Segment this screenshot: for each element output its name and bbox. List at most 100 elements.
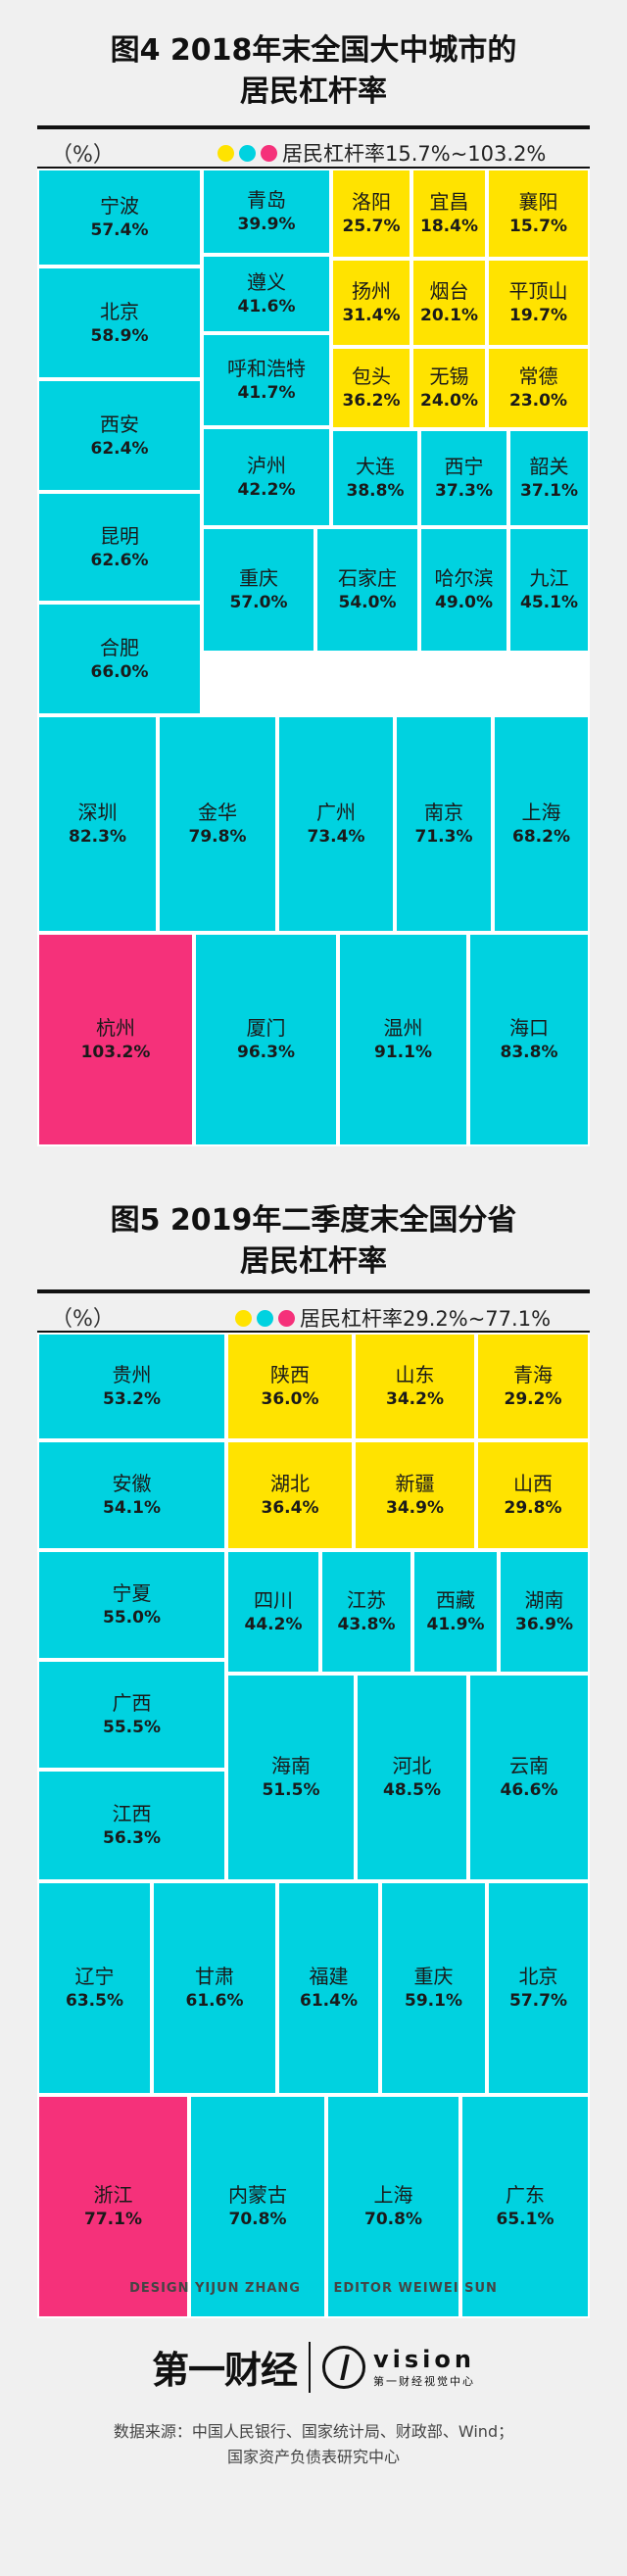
cell-name-label: 江西 — [112, 1802, 152, 1825]
treemap-cell: 上海 70.8% — [326, 2095, 460, 2318]
cell-name-label: 甘肃 — [195, 1965, 234, 1988]
treemap-cell: 扬州 31.4% — [331, 259, 411, 347]
treemap-cell: 遵义 41.6% — [202, 255, 331, 333]
treemap-cell: 宁波 57.4% — [37, 169, 202, 267]
cell-value-label: 44.2% — [244, 1615, 303, 1634]
treemap-cell: 青岛 39.9% — [202, 169, 331, 255]
cell-name-label: 湖南 — [524, 1588, 564, 1612]
cell-value-label: 24.0% — [420, 391, 478, 411]
cell-value-label: 34.9% — [386, 1498, 444, 1518]
cell-value-label: 45.1% — [520, 593, 578, 612]
legend-pink-dot — [278, 1309, 295, 1327]
chart1-legend: 居民杠杆率15.7%~103.2% — [217, 138, 546, 168]
cell-name-label: 安徽 — [112, 1472, 152, 1495]
cell-name-label: 四川 — [254, 1588, 293, 1612]
chart2-legend: 居民杠杆率29.2%~77.1% — [235, 1303, 551, 1333]
treemap-cell: 江苏 43.8% — [320, 1550, 412, 1674]
cell-name-label: 呼和浩特 — [227, 357, 306, 380]
treemap-cell: 合肥 66.0% — [37, 603, 202, 715]
cell-name-label: 合肥 — [100, 635, 139, 659]
treemap-cell: 广州 73.4% — [277, 715, 395, 933]
cell-value-label: 70.8% — [228, 2210, 287, 2229]
treemap-cell: 韶关 37.1% — [508, 429, 590, 527]
treemap-cell: 福建 61.4% — [277, 1881, 380, 2095]
cell-value-label: 23.0% — [509, 391, 567, 411]
treemap-cell: 宜昌 18.4% — [411, 169, 487, 259]
treemap-cell: 海口 83.8% — [468, 933, 590, 1146]
cell-name-label: 重庆 — [239, 566, 278, 590]
chart2-unit-label: （%） — [51, 1307, 115, 1332]
treemap-cell: 西藏 41.9% — [412, 1550, 499, 1674]
cell-name-label: 厦门 — [246, 1016, 286, 1040]
cell-name-label: 西宁 — [444, 455, 484, 478]
cell-name-label: 湖北 — [270, 1472, 310, 1495]
treemap-cell: 呼和浩特 41.7% — [202, 333, 331, 427]
cell-name-label: 福建 — [309, 1965, 349, 1988]
treemap-cell: 平顶山 19.7% — [487, 259, 590, 347]
design-credit: DESIGN YIJUN ZHANG — [129, 2281, 301, 2296]
credits-line: DESIGN YIJUN ZHANG EDITOR WEIWEI SUN — [0, 2281, 627, 2296]
treemap-cell: 泸州 42.2% — [202, 427, 331, 527]
cell-name-label: 河北 — [392, 1754, 432, 1777]
chart2-treemap: 贵州 53.2% 安徽 54.1% 宁夏 55.0% 广西 55.5% 江西 56.3% 陕西 36.… — [37, 1333, 590, 2318]
cell-name-label: 广东 — [506, 2183, 545, 2207]
chart1-sub-rule — [37, 167, 590, 169]
chart2-sub-rule — [37, 1331, 590, 1333]
treemap-cell: 四川 44.2% — [226, 1550, 320, 1674]
cell-name-label: 青海 — [513, 1363, 553, 1386]
cell-value-label: 54.1% — [103, 1498, 161, 1518]
cell-name-label: 烟台 — [429, 279, 469, 303]
treemap-cell: 无锡 24.0% — [411, 347, 487, 429]
cell-value-label: 73.4% — [307, 827, 365, 847]
treemap-cell: 辽宁 63.5% — [37, 1881, 152, 2095]
chart1-treemap: 宁波 57.4% 北京 58.9% 西安 62.4% 昆明 62.6% 合肥 66.0% 青岛 39.… — [37, 169, 590, 1146]
treemap-cell: 山西 29.8% — [476, 1440, 590, 1550]
cell-value-label: 38.8% — [346, 481, 405, 501]
cell-value-label: 53.2% — [103, 1389, 161, 1409]
cell-name-label: 宜昌 — [429, 190, 469, 214]
cell-value-label: 56.3% — [103, 1828, 161, 1848]
data-source-line1: 数据来源：中国人民银行、国家统计局、财政部、Wind； — [113, 2422, 514, 2441]
treemap-cell: 常德 23.0% — [487, 347, 590, 429]
cell-name-label: 襄阳 — [518, 190, 558, 214]
logo-row: 第一财经 vision 第一财经视觉中心 — [0, 2340, 627, 2394]
cell-name-label: 内蒙古 — [228, 2183, 287, 2207]
cell-value-label: 37.3% — [435, 481, 493, 501]
chart1-legend-label: 居民杠杆率15.7%~103.2% — [282, 142, 547, 166]
cell-name-label: 江苏 — [347, 1588, 386, 1612]
cell-name-label: 上海 — [373, 2183, 413, 2207]
editor-credit: EDITOR WEIWEI SUN — [333, 2281, 498, 2296]
vision-mark-icon — [322, 2345, 365, 2389]
treemap-cell: 湖南 36.9% — [499, 1550, 590, 1674]
cell-name-label: 金华 — [198, 801, 237, 824]
cell-value-label: 61.4% — [300, 1991, 358, 2011]
treemap-cell: 青海 29.2% — [476, 1333, 590, 1440]
cell-name-label: 云南 — [509, 1754, 549, 1777]
treemap-cell: 杭州 103.2% — [37, 933, 194, 1146]
cell-value-label: 55.5% — [103, 1718, 161, 1737]
cell-name-label: 温州 — [383, 1016, 423, 1040]
cell-value-label: 31.4% — [342, 306, 401, 325]
treemap-cell: 重庆 57.0% — [202, 527, 315, 653]
vision-logo: vision 第一财经视觉中心 — [373, 2346, 475, 2389]
cell-name-label: 青岛 — [247, 188, 286, 212]
cell-value-label: 42.2% — [237, 480, 296, 500]
vision-subtitle: 第一财经视觉中心 — [373, 2374, 475, 2388]
cell-name-label: 西藏 — [436, 1588, 475, 1612]
treemap-cell: 洛阳 25.7% — [331, 169, 411, 259]
cell-name-label: 陕西 — [270, 1363, 310, 1386]
cell-name-label: 山东 — [395, 1363, 435, 1386]
cell-name-label: 宁夏 — [112, 1581, 152, 1605]
cell-value-label: 34.2% — [386, 1389, 444, 1409]
cell-value-label: 83.8% — [500, 1043, 558, 1062]
treemap-cell: 九江 45.1% — [508, 527, 590, 653]
cell-value-label: 18.4% — [420, 217, 478, 236]
cell-value-label: 57.0% — [229, 593, 288, 612]
cell-value-label: 82.3% — [69, 827, 126, 847]
cell-value-label: 36.4% — [261, 1498, 319, 1518]
cell-name-label: 扬州 — [352, 279, 391, 303]
chart1-title-line1: 图4 2018年末全国大中城市的 — [110, 33, 517, 68]
cell-value-label: 41.9% — [426, 1615, 485, 1634]
cell-value-label: 79.8% — [188, 827, 247, 847]
treemap-cell: 浙江 77.1% — [37, 2095, 189, 2318]
